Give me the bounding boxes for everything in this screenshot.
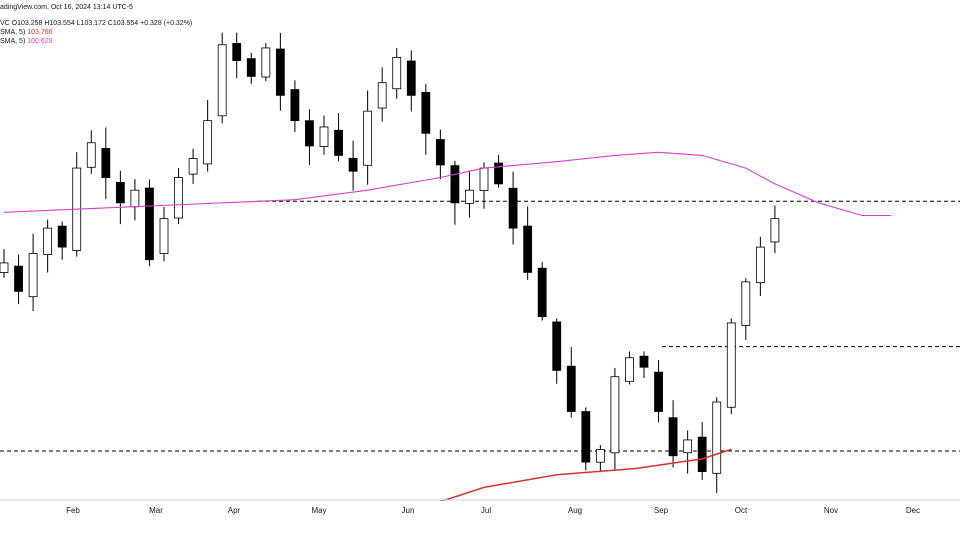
candle-body (654, 371, 663, 412)
candle-body (188, 158, 198, 175)
x-axis-band (0, 501, 960, 540)
candle-body (726, 322, 736, 408)
x-tick-label: Jul (481, 506, 491, 515)
candle-body (566, 365, 576, 412)
candle-body (145, 187, 154, 261)
candle-body (0, 262, 9, 273)
source-info: adingView.com, Oct 16, 2024 13:14 UTC-5 (0, 4, 133, 11)
candle-body (14, 265, 23, 292)
candle-body (159, 218, 169, 255)
candle-body (305, 120, 314, 147)
candle-body (581, 411, 591, 463)
x-tick-label: May (311, 506, 326, 515)
x-tick-label: Apr (228, 506, 241, 515)
candle-body (595, 449, 605, 463)
candle-body (261, 47, 271, 78)
candle-body (435, 139, 445, 166)
candle-body (668, 417, 678, 457)
x-tick-label: Aug (568, 506, 582, 515)
ohlc-info: VC O103.258 H103.554 L103.172 C103.554 +… (0, 20, 193, 27)
ma-long-info: SMA, 5) 100.629 (0, 37, 53, 46)
candle-body (334, 129, 343, 156)
candle-body (174, 177, 183, 219)
x-tick-label: Sep (654, 506, 669, 515)
candle-body (363, 110, 373, 166)
candle-body (639, 355, 649, 368)
ma-long-value: 100.629 (27, 38, 53, 45)
candle-body (697, 436, 707, 472)
ma-long-line (3, 151, 892, 217)
candle-body (377, 82, 387, 109)
candle-body (508, 187, 518, 229)
candle-body (755, 246, 765, 284)
x-tick-label: Oct (735, 506, 748, 515)
candle-body (523, 225, 533, 273)
candle-body (28, 253, 38, 298)
candle-body (246, 58, 256, 77)
candle-body (479, 167, 489, 191)
candle-body (683, 439, 693, 454)
candle-body (450, 165, 460, 204)
ma-short-value: 103.766 (27, 29, 53, 36)
candle-body (421, 91, 431, 134)
candle-body (217, 44, 227, 117)
ma-long-label: SMA, 5) (0, 38, 26, 45)
candle-body (130, 189, 140, 208)
candle-body (770, 218, 780, 243)
candle-body (465, 189, 474, 204)
candle-body (203, 120, 213, 165)
candle-body (101, 148, 111, 178)
candle-body (290, 89, 300, 122)
candle-body (494, 162, 503, 185)
ma-short-label: SMA, 5) (0, 29, 26, 36)
candle-body (406, 60, 416, 96)
candle-body (348, 157, 358, 172)
candle-body (625, 357, 634, 382)
ma-short-line (425, 448, 732, 508)
x-tick-label: Dec (906, 506, 920, 515)
candle-body (232, 43, 242, 61)
candle-body (610, 376, 620, 454)
candle-body (552, 321, 562, 371)
candle-body (57, 225, 67, 248)
candle-body (115, 181, 125, 204)
candle-body (86, 142, 96, 168)
x-tick-label: Mar (149, 506, 163, 515)
candle-body (319, 126, 329, 147)
candle-body (712, 401, 722, 474)
x-tick-label: Nov (824, 506, 838, 515)
x-tick-label: Feb (66, 506, 80, 515)
candle-body (537, 267, 547, 318)
candle-body (392, 57, 402, 90)
ma-short-info: SMA, 5) 103.766 (0, 28, 53, 37)
candle-body (275, 48, 285, 96)
candle-body (43, 227, 53, 255)
candle-body (741, 281, 751, 326)
x-tick-label: Jun (402, 506, 415, 515)
